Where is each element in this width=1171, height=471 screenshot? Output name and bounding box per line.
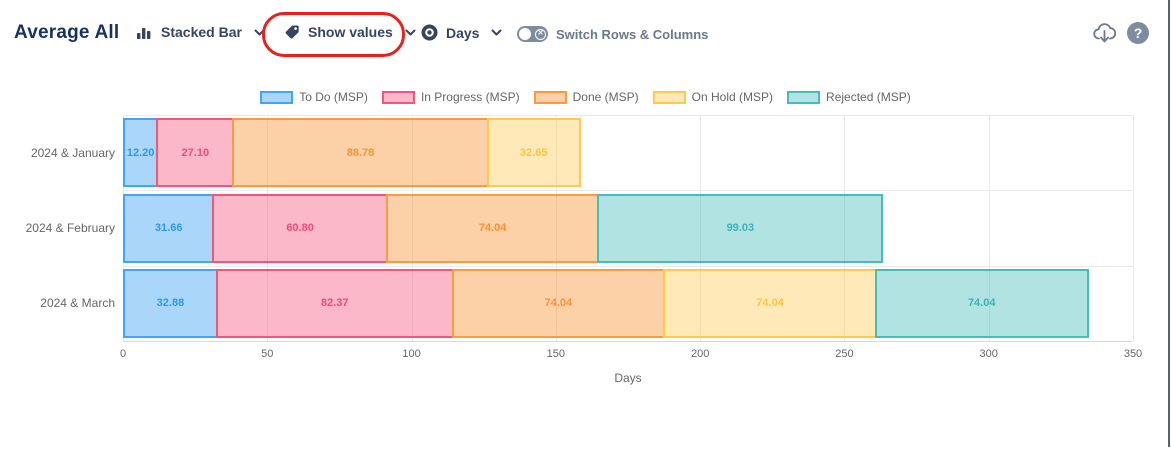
legend-label: To Do (MSP) <box>299 90 368 104</box>
legend-item[interactable]: Done (MSP) <box>533 90 639 104</box>
x-tick-label: 0 <box>119 348 127 360</box>
legend-swatch <box>381 90 415 104</box>
switch-rows-columns-toggle[interactable]: ✕ <box>517 26 548 42</box>
help-icon[interactable]: ? <box>1127 22 1149 44</box>
toggle-off-x-icon: ✕ <box>535 28 546 40</box>
legend-item[interactable]: In Progress (MSP) <box>381 90 520 104</box>
bar-segment[interactable]: 88.78 <box>232 118 489 188</box>
legend-item[interactable]: On Hold (MSP) <box>652 90 774 104</box>
bar-segment[interactable]: 74.04 <box>451 268 666 338</box>
bar-segment[interactable]: 74.04 <box>663 268 877 338</box>
gridline <box>700 115 702 341</box>
chart-type-dropdown[interactable]: Stacked Bar <box>136 24 265 40</box>
switch-rows-columns-label: Switch Rows & Columns <box>556 26 709 42</box>
gridline <box>267 115 269 341</box>
gridline <box>555 115 557 341</box>
x-tick-label: 250 <box>835 348 854 360</box>
x-tick-label: 150 <box>546 348 566 360</box>
chart-type-label: Stacked Bar <box>161 24 242 40</box>
gridline <box>123 265 1133 267</box>
corner-icons: ? <box>1092 22 1149 44</box>
chart-legend: To Do (MSP) In Progress (MSP) Done (MSP) On… <box>0 90 1171 104</box>
gridline <box>123 115 1133 116</box>
tag-icon <box>284 24 300 40</box>
bar-segment[interactable]: 12.20 <box>123 118 159 188</box>
x-axis-title: Days <box>614 371 642 385</box>
legend-label: Done (MSP) <box>572 90 639 104</box>
bar-segment[interactable]: 32.65 <box>486 118 581 188</box>
legend-swatch <box>652 90 686 104</box>
legend-label: On Hold (MSP) <box>691 90 774 104</box>
legend-swatch <box>260 90 294 104</box>
bar-segment[interactable]: 74.04 <box>385 193 600 263</box>
x-axis-line <box>123 341 1133 342</box>
unit-label: Days <box>446 24 480 41</box>
bar-segment[interactable]: 82.37 <box>215 268 454 338</box>
bar-segment[interactable]: 60.80 <box>212 193 388 263</box>
bar-segment[interactable]: 31.66 <box>123 193 215 263</box>
switch-rows-columns: ✕ Switch Rows & Columns <box>517 26 708 42</box>
bar-row: 12.20 27.10 88.78 32.65 <box>123 118 581 188</box>
bar-segment[interactable]: 32.88 <box>123 268 218 338</box>
show-values-dropdown[interactable]: Show values <box>284 24 416 40</box>
bar-row: 31.66 60.80 74.04 99.03 <box>123 193 884 263</box>
legend-item[interactable]: To Do (MSP) <box>260 90 368 104</box>
legend-item[interactable]: Rejected (MSP) <box>787 90 911 104</box>
gridline <box>411 115 413 341</box>
gridline <box>988 115 990 341</box>
eye-icon <box>421 24 438 41</box>
toolbar: Average All Stacked Bar Show values <box>0 0 1171 64</box>
x-tick-label: 350 <box>1123 348 1143 360</box>
legend-label: Rejected (MSP) <box>826 90 911 104</box>
legend-swatch <box>787 90 821 104</box>
plot-area: 12.20 27.10 88.78 32.65 31.66 60.80 74.04 99.03… <box>123 115 1134 342</box>
x-tick-label: 300 <box>979 348 998 360</box>
window-edge-divider <box>1168 0 1170 447</box>
toggle-knob <box>519 28 531 40</box>
legend-label: In Progress (MSP) <box>420 90 520 104</box>
category-label: 2024 & January <box>30 145 115 160</box>
category-label: 2024 & February <box>25 221 115 235</box>
gridline <box>844 115 846 341</box>
category-label: 2024 & March <box>40 296 115 311</box>
bar-segment[interactable]: 74.04 <box>874 268 1089 338</box>
cloud-download-icon[interactable] <box>1092 22 1117 44</box>
x-tick-label: 100 <box>402 348 421 360</box>
show-values-label: Show values <box>308 24 393 40</box>
gridline <box>123 190 1133 192</box>
x-tick-label: 200 <box>690 348 710 360</box>
chevron-down-icon <box>405 29 416 36</box>
chevron-down-icon <box>491 29 502 36</box>
gridline <box>1133 115 1134 341</box>
bar-row: 32.88 82.37 74.04 74.04 74.04 <box>123 268 1089 338</box>
legend-swatch <box>533 90 567 104</box>
bar-segment[interactable]: 99.03 <box>597 193 884 263</box>
bar-chart-icon <box>136 25 153 40</box>
bar-segment[interactable]: 27.10 <box>156 118 235 188</box>
x-tick-label: 50 <box>261 348 274 360</box>
unit-dropdown[interactable]: Days <box>421 24 502 41</box>
page-title: Average All <box>14 22 120 43</box>
chevron-down-icon <box>254 29 265 36</box>
